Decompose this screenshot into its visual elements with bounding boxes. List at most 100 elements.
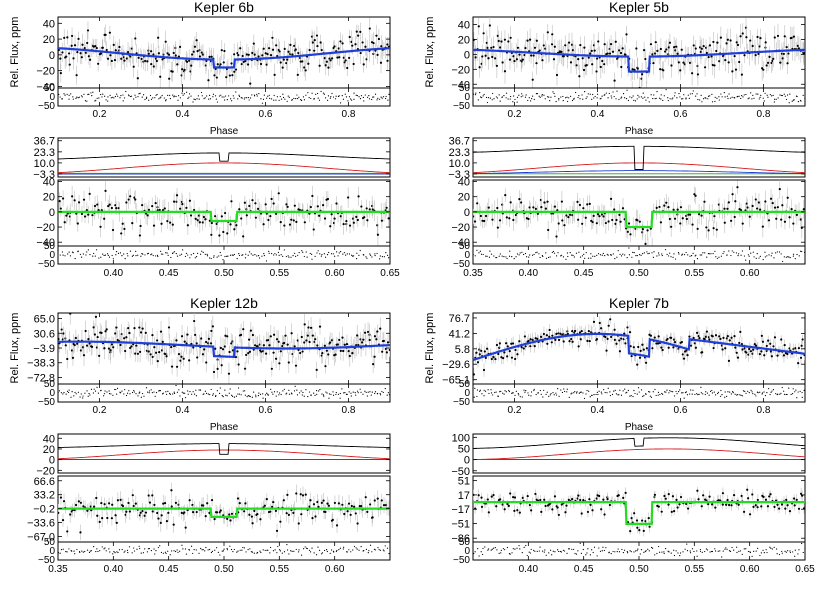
- chart-2-bottom-resid-point: [155, 550, 157, 552]
- chart-1-top-resid-point: [724, 96, 726, 98]
- chart-0-bottom-resid-point: [342, 253, 344, 255]
- chart-1-bottom-resid-point: [472, 253, 474, 256]
- chart-0-bottom-resid-point: [102, 253, 104, 255]
- chart-2-top-resid-point: [218, 392, 221, 394]
- chart-0-bottom-point: [240, 217, 243, 220]
- chart-3-top-point: [734, 346, 737, 349]
- chart-1-bottom-resid-point: [571, 254, 573, 256]
- chart-2-bottom-resid-point: [108, 548, 110, 550]
- chart-1-bottom-point: [578, 203, 582, 207]
- chart-0-top-resid-point: [330, 96, 332, 98]
- chart-2-bottom-point: [184, 526, 187, 529]
- chart-2-comp-ytick-label: −20: [36, 465, 55, 477]
- chart-1-bottom-point: [790, 208, 793, 211]
- chart-1-top-point: [787, 52, 790, 55]
- chart-0-bottom-point: [222, 230, 225, 234]
- chart-0-bottom-resid-point: [303, 255, 305, 258]
- chart-0-bottom-point: [138, 234, 142, 237]
- chart-0-top-resid-point: [122, 94, 124, 96]
- chart-2-top-point: [177, 353, 181, 356]
- chart-2-top-point: [85, 344, 89, 347]
- chart-0-bottom-resid-point: [155, 255, 157, 257]
- chart-1-top-point: [700, 47, 703, 50]
- chart-2-bottom-point: [256, 513, 259, 516]
- chart-3-top-resid-point: [487, 389, 489, 391]
- chart-3-top-point: [551, 334, 554, 337]
- chart-1-bottom-resid-point: [720, 255, 722, 257]
- chart-0-top-point: [234, 68, 238, 71]
- chart-0-bottom-resid-point: [379, 255, 381, 257]
- chart-2-top-point: [341, 336, 344, 339]
- chart-2-bottom-resid-point: [276, 552, 278, 554]
- chart-0-bottom-resid-point: [176, 255, 179, 257]
- chart-2-top-point: [284, 334, 287, 337]
- chart-0-bottom-resid-point: [317, 250, 319, 252]
- chart-0-top-point: [188, 59, 191, 62]
- chart-2-top-point: [135, 344, 138, 347]
- chart-1-bottom-resid-point: [731, 250, 733, 252]
- chart-1-top-point: [738, 60, 741, 64]
- chart-1-top-resid-point: [691, 93, 693, 95]
- chart-3-top-point: [765, 344, 768, 348]
- chart-2-top-resid-point: [57, 391, 59, 394]
- chart-0-top-resid-point: [380, 96, 382, 98]
- chart-1-bottom-point: [596, 213, 600, 216]
- chart-2-top-resid-point: [288, 393, 291, 395]
- chart-2-bottom-resid-point: [214, 549, 216, 551]
- chart-3-top-point: [645, 347, 648, 350]
- chart-1-bottom-point: [767, 219, 771, 222]
- chart-1-top-point: [619, 51, 623, 55]
- chart-0-comp-ytick-label: 23.3: [34, 147, 55, 159]
- chart-3-top-point: [718, 335, 721, 338]
- chart-2-bottom-point: [204, 514, 207, 518]
- chart-2-bottom-point: [263, 504, 266, 507]
- chart-0-bottom-resid-point: [320, 255, 323, 257]
- chart-0-bottom-resid-point: [359, 249, 361, 252]
- chart-1-top-resid-point: [665, 88, 667, 91]
- chart-3-top-point: [624, 342, 627, 345]
- chart-0-bottom-xtick-label: 0.40: [104, 268, 124, 279]
- chart-0-bottom-point: [245, 214, 248, 217]
- chart-0-top-point: [285, 61, 288, 65]
- chart-0-top-resid-point: [169, 97, 172, 100]
- chart-2-bottom-resid-point: [121, 548, 123, 551]
- chart-2-top-point: [195, 342, 198, 345]
- chart-1-top-point: [583, 46, 586, 49]
- chart-1-top-resid-point: [493, 98, 495, 100]
- chart-3-top-resid-point: [490, 389, 492, 391]
- chart-0-top-resid-point: [238, 95, 241, 97]
- chart-1-bottom-resid-point: [607, 254, 609, 256]
- chart-1-top-resid-point: [483, 93, 485, 96]
- chart-1-top-resid-point: [593, 97, 595, 99]
- chart-1-top-resid-point: [650, 94, 652, 96]
- chart-0-bottom-resid-point: [157, 255, 159, 258]
- chart-0-bottom-ytick-label: −40: [36, 237, 55, 249]
- chart-0-bottom-point: [279, 221, 282, 224]
- chart-0-bottom-point: [185, 206, 188, 209]
- chart-0-top-point: [319, 41, 322, 44]
- chart-0-bottom-resid-point: [257, 254, 260, 257]
- chart-1-top-resid-point: [682, 98, 684, 100]
- chart-0-bottom-point: [309, 205, 312, 209]
- chart-0-top-resid-point: [296, 94, 298, 96]
- chart-0-top-resid-point: [167, 94, 169, 96]
- chart-1-top-point: [744, 26, 748, 29]
- chart-1-bottom-resid-point: [718, 256, 720, 258]
- chart-2-bottom-point: [354, 512, 357, 515]
- chart-2-top-point: [182, 357, 185, 360]
- chart-0-top-point: [192, 50, 195, 53]
- chart-0-top-resid-point: [163, 97, 165, 99]
- chart-1-top-point: [727, 61, 730, 64]
- chart-2-bottom-resid-point: [112, 553, 114, 555]
- chart-2-top-point: [127, 326, 130, 330]
- chart-2-bottom-resid-point: [295, 548, 297, 551]
- chart-2-bottom-resid-point: [164, 551, 166, 553]
- chart-0-bottom-resid-point: [356, 252, 358, 254]
- chart-3-top-resid-point: [479, 390, 481, 393]
- chart-0-top-point: [246, 63, 250, 66]
- chart-0-top-resid-point: [216, 101, 219, 103]
- chart-2-top-resid-point: [97, 392, 100, 394]
- chart-0-bottom-point: [371, 208, 374, 211]
- chart-1-bottom-resid-point: [753, 256, 755, 258]
